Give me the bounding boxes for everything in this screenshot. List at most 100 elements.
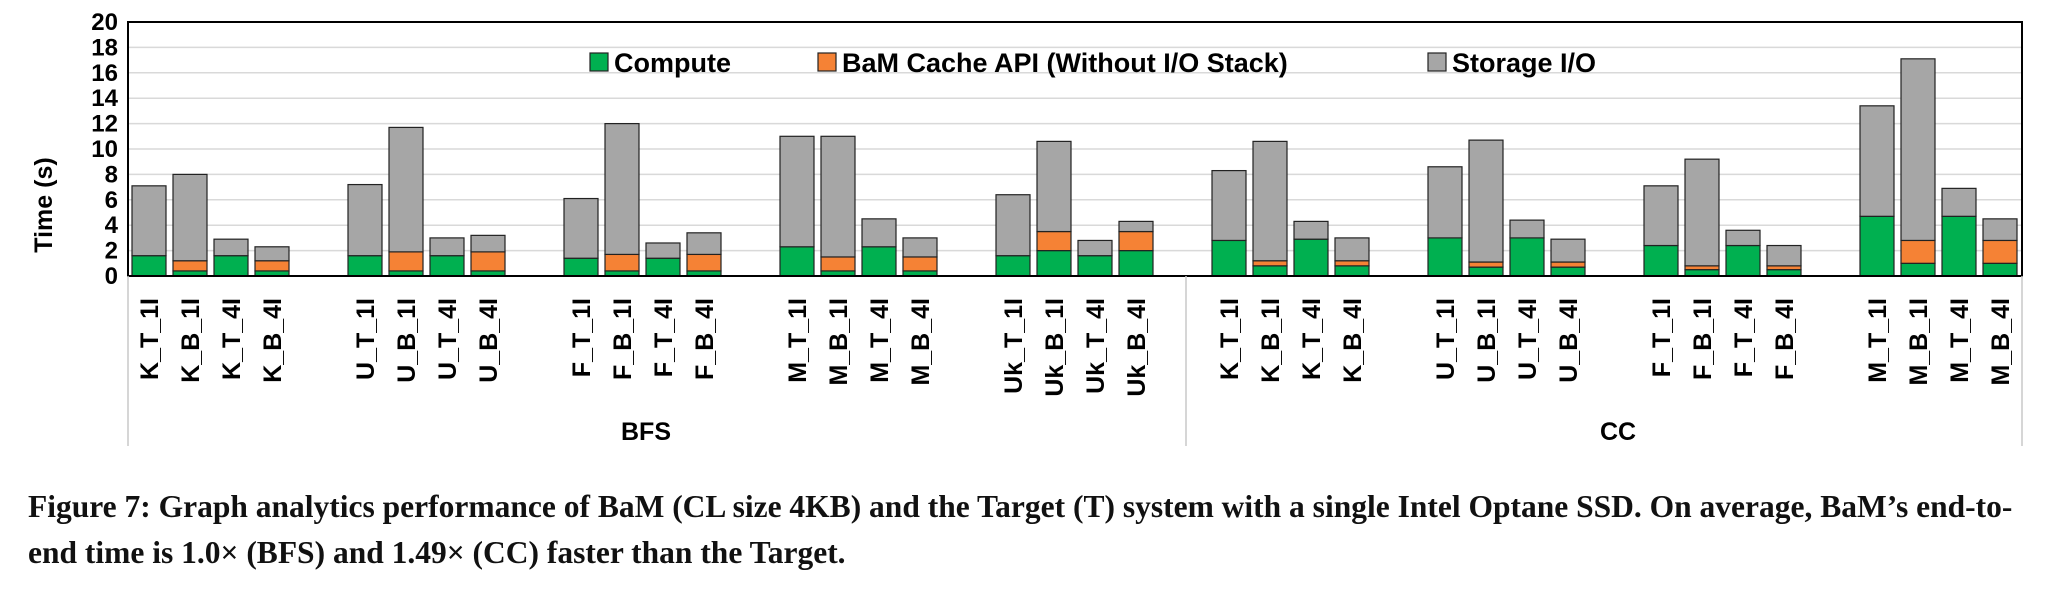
bar-segment-compute: [213, 255, 249, 277]
y-axis-label: Time (s): [30, 157, 58, 252]
x-tick-label: K_B_1I: [177, 298, 205, 383]
bar-segment-storage: [1334, 237, 1370, 262]
legend-swatch: [817, 52, 837, 72]
legend-label: Compute: [614, 48, 731, 78]
x-tick-label: M_B_1I: [1905, 298, 1933, 386]
y-tick-label: 6: [105, 187, 118, 214]
bar-segment-bam: [1334, 260, 1370, 267]
x-tick-label: K_T_4I: [1298, 298, 1326, 380]
bar-segment-bam: [1982, 239, 2018, 264]
bar-segment-compute: [861, 246, 897, 277]
x-tick-label: F_T_4I: [1730, 298, 1758, 377]
bar-segment-storage: [429, 237, 465, 257]
x-tick-label: M_T_1I: [1864, 298, 1892, 383]
bar-segment-bam: [820, 256, 856, 272]
bar-segment-storage: [1859, 105, 1895, 217]
x-tick-label: F_B_4I: [1771, 298, 1799, 380]
bar-segment-storage: [470, 234, 506, 253]
legend-label: BaM Cache API (Without I/O Stack): [842, 48, 1288, 78]
bar-segment-storage: [1468, 139, 1504, 263]
legend: Compute BaM Cache API (Without I/O Stack)…: [589, 48, 1596, 78]
bars: [131, 58, 2018, 277]
x-tick-label: F_T_1I: [568, 298, 596, 377]
bar-segment-storage: [131, 185, 167, 257]
y-tick-label: 20: [91, 9, 118, 36]
x-tick-label: Uk_B_1I: [1041, 298, 1069, 397]
bar-segment-bam: [604, 253, 640, 272]
bar-segment-storage: [1077, 239, 1113, 257]
bar-segment-storage: [645, 242, 681, 259]
bar-segment-compute: [1211, 239, 1247, 277]
y-tick-label: 0: [105, 263, 118, 290]
bar-segment-compute: [995, 255, 1031, 277]
bar-segment-storage: [1509, 219, 1545, 239]
bar-segment-storage: [1643, 185, 1679, 247]
y-tick-label: 12: [91, 111, 118, 138]
x-tick-label: U_B_1I: [1473, 298, 1501, 383]
bar-segment-compute: [1252, 265, 1288, 277]
bar-segment-compute: [1725, 244, 1761, 277]
bar-segment-compute: [563, 257, 599, 277]
bar-segment-storage: [347, 183, 383, 257]
bar-segment-storage: [686, 232, 722, 256]
x-tick-label: F_T_4I: [650, 298, 678, 377]
x-tick-label: U_T_4I: [434, 298, 462, 380]
bar-segment-bam: [172, 260, 208, 272]
x-tick-label: M_T_4I: [1946, 298, 1974, 383]
x-tick-label: U_T_4I: [1514, 298, 1542, 380]
bar-segment-bam: [1252, 260, 1288, 267]
x-tick-label: F_T_1I: [1648, 298, 1676, 377]
bar-segment-bam: [902, 256, 938, 272]
bar-segment-compute: [1643, 244, 1679, 277]
bar-segment-storage: [213, 238, 249, 257]
bar-segment-storage: [1725, 229, 1761, 247]
legend-swatch: [1427, 52, 1447, 72]
bar-segment-storage: [604, 122, 640, 256]
y-tick-label: 8: [105, 161, 118, 188]
bar-segment-bam: [470, 251, 506, 272]
x-tick-label: F_B_4I: [691, 298, 719, 380]
bar-segment-compute: [1334, 265, 1370, 277]
y-tick-label: 16: [91, 60, 118, 87]
bar-segment-storage: [563, 197, 599, 259]
x-tick-label: U_B_4I: [1555, 298, 1583, 383]
bar-segment-storage: [902, 237, 938, 258]
x-tick-label: M_B_1I: [825, 298, 853, 386]
bar-segment-storage: [254, 246, 290, 262]
bar-segment-compute: [1550, 266, 1586, 277]
plot-frame: [127, 21, 2023, 277]
x-tick-label: K_T_4I: [218, 298, 246, 380]
y-tick-label: 14: [91, 85, 118, 112]
x-tick-label: F_B_1I: [1689, 298, 1717, 380]
bar-segment-storage: [1293, 220, 1329, 240]
x-tick-label: K_B_4I: [259, 298, 287, 383]
x-tick-label: F_B_1I: [609, 298, 637, 380]
bar-segment-storage: [1766, 244, 1802, 267]
x-tick-label: K_T_1I: [136, 298, 164, 380]
group-label-bfs: BFS: [621, 418, 671, 446]
figure-caption: Figure 7: Graph analytics performance of…: [28, 489, 2013, 570]
y-tick-label: 18: [91, 34, 118, 61]
bar-segment-storage: [1036, 140, 1072, 233]
bar-segment-storage: [1684, 158, 1720, 267]
gridlines: [128, 46, 2022, 252]
bar-segment-bam: [388, 251, 424, 272]
legend-swatch: [589, 52, 609, 72]
bar-segment-storage: [1252, 140, 1288, 262]
bar-segment-storage: [172, 173, 208, 262]
bar-segment-storage: [1982, 218, 2018, 242]
bar-segment-storage: [1118, 220, 1154, 233]
bar-segment-storage: [1427, 166, 1463, 239]
bar-segment-compute: [1118, 250, 1154, 277]
bar-segment-storage: [861, 218, 897, 248]
x-tick-label: Uk_B_4I: [1123, 298, 1151, 397]
bar-segment-storage: [1900, 58, 1936, 242]
y-tick-label: 4: [105, 212, 119, 239]
bar-segment-compute: [429, 255, 465, 277]
bar-segment-compute: [645, 257, 681, 277]
group-label-cc: CC: [1600, 418, 1636, 446]
x-tick-labels: K_T_1I K_B_1I K_T_4I K_B_4I U_T_1I U_B_1I U_T_…: [136, 298, 2015, 397]
bar-segment-compute: [1293, 238, 1329, 277]
bar-segment-bam: [686, 253, 722, 272]
